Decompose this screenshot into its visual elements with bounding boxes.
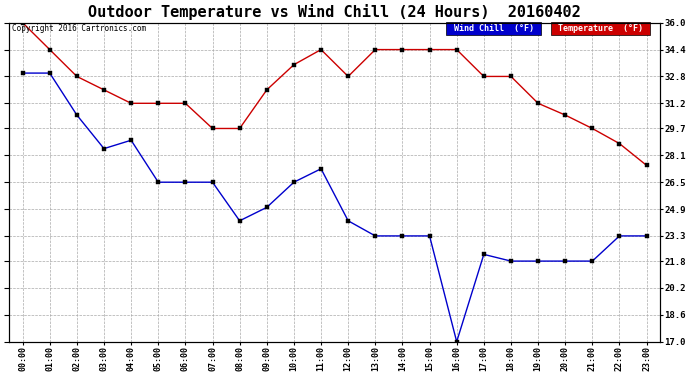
Text: Temperature  (°F): Temperature (°F) [553, 24, 648, 33]
Text: Copyright 2016 Cartronics.com: Copyright 2016 Cartronics.com [12, 24, 146, 33]
Text: Wind Chill  (°F): Wind Chill (°F) [448, 24, 539, 33]
Title: Outdoor Temperature vs Wind Chill (24 Hours)  20160402: Outdoor Temperature vs Wind Chill (24 Ho… [88, 4, 581, 20]
